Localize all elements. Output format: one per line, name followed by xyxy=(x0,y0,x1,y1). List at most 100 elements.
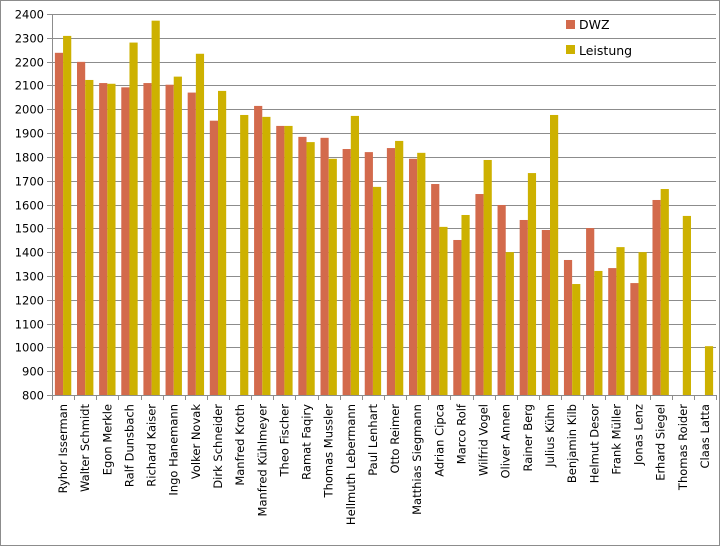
y-tick-label: 2300 xyxy=(15,32,44,46)
y-tick-label: 800 xyxy=(22,389,44,403)
y-tick-label: 1500 xyxy=(15,222,44,236)
bar-leistung-20 xyxy=(505,252,514,396)
legend-swatch-dwz xyxy=(566,20,575,29)
y-axis: 800 900 1000 1100 1200 1300 1400 1500 1600 1700 18… xyxy=(15,8,53,403)
y-tick-label: 2000 xyxy=(15,103,44,117)
y-tick-label: 1700 xyxy=(15,175,44,189)
y-tick-label: 1300 xyxy=(15,270,44,284)
bar-dwz-2 xyxy=(99,83,108,395)
bar-dwz-24 xyxy=(586,228,595,395)
x-tick-label: Thomas Mussler xyxy=(322,404,336,499)
x-tick-label: Erhard Siegel xyxy=(654,404,668,481)
bar-leistung-1 xyxy=(85,79,94,396)
bar-leistung-14 xyxy=(372,186,382,395)
y-tick-label: 2400 xyxy=(15,8,44,22)
x-tick-label: Volker Novak xyxy=(189,404,203,479)
bar-dwz-4 xyxy=(143,83,152,395)
bar-dwz-19 xyxy=(475,194,484,395)
bar-leistung-26 xyxy=(638,252,647,396)
x-tick-label: Claas Latta xyxy=(698,404,712,469)
bar-leistung-17 xyxy=(439,226,448,395)
bar-dwz-1 xyxy=(77,61,86,396)
bar-leistung-5 xyxy=(173,76,182,395)
x-tick-label: Adrian Cipca xyxy=(432,404,446,477)
bar-leistung-21 xyxy=(527,173,537,395)
x-tick-label: Julius Kühn xyxy=(543,404,557,468)
bar-leistung-29 xyxy=(704,346,714,395)
y-tick-label: 1100 xyxy=(15,318,44,332)
y-tick-label: 900 xyxy=(22,365,44,379)
bar-dwz-12 xyxy=(320,137,329,395)
x-tick-label: Benjamin Kilb xyxy=(565,404,579,483)
gridlines xyxy=(52,14,716,372)
bar-leistung-11 xyxy=(306,142,315,395)
bars xyxy=(54,20,714,396)
bar-leistung-23 xyxy=(572,284,581,395)
bar-dwz-5 xyxy=(165,84,174,395)
bar-leistung-15 xyxy=(395,140,404,395)
x-tick-label: Manfred Kroth xyxy=(233,404,247,486)
y-tick-label: 1900 xyxy=(15,127,44,141)
x-tick-label: Helmut Desor xyxy=(587,404,601,484)
x-tick-label: Matthias Siegmann xyxy=(410,404,424,515)
x-tick-label: Ramat Faqiry xyxy=(300,404,314,480)
legend-swatch-leistung xyxy=(566,45,575,54)
bar-leistung-19 xyxy=(483,159,492,395)
bar-dwz-11 xyxy=(298,136,307,395)
bar-leistung-3 xyxy=(129,42,138,395)
x-tick-label: Thomas Roider xyxy=(676,404,690,491)
x-tick-label: Marco Rolf xyxy=(454,403,468,464)
x-tick-label: Jonas Lenz xyxy=(632,404,646,466)
x-tick-label: Wilfrid Vogel xyxy=(477,404,491,476)
x-tick-label: Ingo Hanemann xyxy=(167,404,181,496)
bar-leistung-28 xyxy=(682,215,691,395)
bar-dwz-6 xyxy=(187,92,196,395)
y-tick-label: 1600 xyxy=(15,199,44,213)
bar-dwz-7 xyxy=(209,120,218,396)
bar-dwz-9 xyxy=(254,105,263,396)
bar-leistung-18 xyxy=(461,214,470,395)
x-tick-label: Otto Reimer xyxy=(388,404,402,474)
bar-leistung-16 xyxy=(417,152,426,395)
bar-dwz-23 xyxy=(563,259,573,395)
x-tick-label: Walter Schmidt xyxy=(78,404,92,492)
bar-leistung-22 xyxy=(550,114,559,395)
bar-leistung-7 xyxy=(218,90,227,395)
x-axis: Ryhor Isserman Walter Schmidt Egon Merkle R… xyxy=(52,395,717,525)
bar-dwz-26 xyxy=(630,283,639,395)
bar-dwz-22 xyxy=(541,229,550,395)
x-tick-label: Dirk Schneider xyxy=(211,404,225,489)
bar-dwz-18 xyxy=(453,239,462,395)
x-tick-label: Rainer Berg xyxy=(521,404,535,472)
bar-leistung-12 xyxy=(328,158,337,395)
y-tick-label: 1800 xyxy=(15,151,44,165)
bar-leistung-10 xyxy=(284,125,293,396)
bar-dwz-25 xyxy=(608,268,617,395)
y-tick-label: 1400 xyxy=(15,246,44,260)
bar-leistung-27 xyxy=(660,189,669,395)
x-tick-label: Ralf Dunsbach xyxy=(122,404,136,487)
y-tick-label: 2200 xyxy=(15,56,44,70)
x-tick-label: Egon Merkle xyxy=(100,404,114,475)
x-tick-label: Ryhor Isserman xyxy=(56,404,70,493)
y-tick-label: 2100 xyxy=(15,79,44,93)
bar-dwz-13 xyxy=(342,149,351,395)
bar-dwz-10 xyxy=(276,125,285,396)
x-tick-label: Paul Lenhart xyxy=(366,404,380,476)
y-tick-label: 1000 xyxy=(15,341,44,355)
bar-leistung-4 xyxy=(151,20,160,395)
bar-dwz-20 xyxy=(497,204,506,395)
bar-leistung-0 xyxy=(63,35,72,395)
x-tick-label: Frank Müller xyxy=(609,404,623,475)
bar-leistung-6 xyxy=(195,53,205,396)
legend-label-leistung: Leistung xyxy=(579,43,632,58)
bar-leistung-25 xyxy=(616,247,625,395)
legend-label-dwz: DWZ xyxy=(579,17,610,32)
bar-leistung-2 xyxy=(107,83,116,396)
bar-dwz-27 xyxy=(652,199,661,395)
x-tick-label: Oliver Annen xyxy=(499,404,513,479)
x-tick-label: Richard Kaiser xyxy=(145,404,159,487)
bar-dwz-21 xyxy=(519,219,528,395)
y-tick-label: 1200 xyxy=(15,294,44,308)
